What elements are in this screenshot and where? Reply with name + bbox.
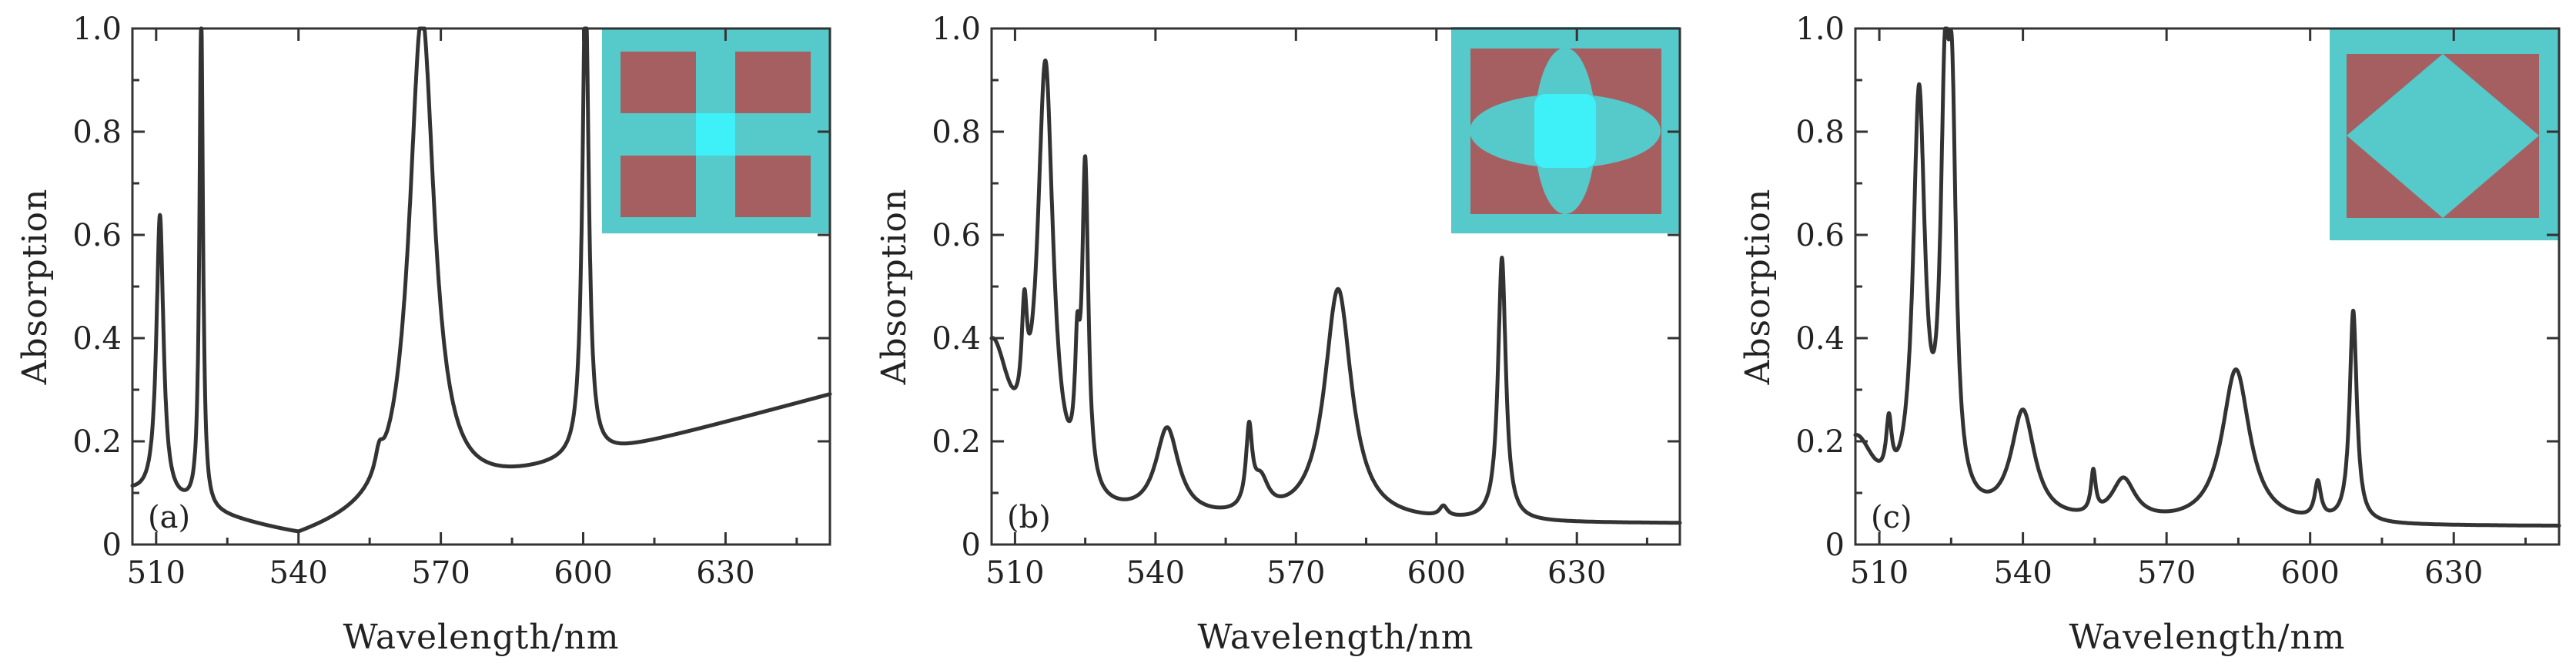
panel-a-y-tick-label: 0.8 — [72, 115, 122, 150]
inset-a-hotspot — [696, 113, 735, 156]
inset-a-metal-square — [735, 52, 811, 113]
panel-a-y-axis-title: Absorption — [15, 189, 55, 386]
panel-b-y-tick-label: 1.0 — [932, 12, 981, 47]
panel-a-x-tick-label: 510 — [127, 555, 186, 591]
panel-c-x-tick-label: 630 — [2424, 555, 2483, 591]
panel-b-x-axis-title: Wavelength/nm — [1197, 618, 1474, 657]
panel-c-label: (c) — [1871, 500, 1912, 535]
panel-c-y-tick-label: 0.8 — [1795, 115, 1845, 150]
panel-a-x-tick-label: 600 — [554, 555, 612, 591]
inset-a-metal-square — [735, 156, 811, 217]
panel-c: 510 540 570 600 630 0 0.2 0.4 0.6 0.8 1.0 Waveleng… — [1738, 12, 2561, 657]
panel-b-x-tick-label: 540 — [1126, 555, 1185, 591]
panel-a-x-tick-label: 570 — [411, 555, 470, 591]
panel-c-x-tick-label: 600 — [2281, 555, 2340, 591]
panel-c-inset — [2330, 28, 2559, 240]
panel-c-absorption-curve — [1853, 26, 2561, 528]
panel-c-y-tick-label: 0 — [1825, 528, 1845, 563]
panel-a-plot-frame — [131, 27, 831, 546]
panel-b-y-tick-label: 0 — [962, 528, 981, 563]
panel-c-x-axis-title: Wavelength/nm — [2069, 618, 2345, 657]
panel-b-plot-frame — [990, 27, 1681, 546]
inset-c-diamond — [2347, 54, 2539, 218]
panel-a-y-tick-label: 0.6 — [72, 218, 122, 253]
inset-a-metal-square — [621, 156, 696, 217]
panel-a-label: (a) — [148, 500, 190, 535]
panel-b-inset — [1451, 27, 1680, 233]
panel-b-absorption-curve — [989, 59, 1682, 525]
panel-c-y-axis-title: Absorption — [1738, 189, 1778, 386]
panel-b-x-tick-label: 630 — [1547, 555, 1606, 591]
panel-b-y-tick-label: 0.6 — [932, 218, 981, 253]
panel-a-y-tick-label: 0.4 — [72, 321, 122, 357]
panel-c-x-tick-label: 570 — [2137, 555, 2196, 591]
panel-c-plot-frame — [1854, 27, 2561, 546]
panel-a-inset — [602, 28, 830, 233]
panel-a-y-tick-label: 1.0 — [72, 12, 122, 47]
panel-c-y-tick-label: 0.4 — [1795, 321, 1845, 357]
panel-b-tick-labels: 510 540 570 600 630 0 0.2 0.4 0.6 0.8 1.0 — [932, 12, 1606, 591]
panel-a: 510 540 570 600 630 0 0.2 0.4 0.6 0.8 1.0 Waveleng… — [15, 12, 832, 657]
panel-b: 510 540 570 600 630 0 0.2 0.4 0.6 0.8 1.0 Waveleng… — [875, 12, 1682, 657]
panel-b-y-axis-title: Absorption — [875, 189, 914, 386]
panel-b-x-tick-label: 600 — [1407, 555, 1466, 591]
panel-a-y-tick-label: 0.2 — [72, 424, 122, 460]
panel-b-y-tick-label: 0.4 — [932, 321, 981, 357]
panel-b-x-tick-label: 510 — [985, 555, 1044, 591]
panel-b-y-tick-label: 0.8 — [932, 115, 981, 150]
panel-a-tick-labels: 510 540 570 600 630 0 0.2 0.4 0.6 0.8 1.0 — [72, 12, 754, 591]
panel-a-y-tick-label: 0 — [102, 528, 122, 563]
panel-b-y-tick-label: 0.2 — [932, 424, 981, 460]
panel-c-y-tick-label: 0.6 — [1795, 218, 1845, 253]
panel-b-label: (b) — [1007, 500, 1051, 535]
panel-a-x-tick-label: 540 — [269, 555, 328, 591]
panel-a-absorption-curve — [130, 26, 832, 534]
panel-c-x-tick-label: 540 — [1993, 555, 2052, 591]
panel-c-tick-labels: 510 540 570 600 630 0 0.2 0.4 0.6 0.8 1.0 — [1795, 12, 2483, 591]
panel-a-x-axis-title: Wavelength/nm — [343, 618, 619, 657]
panel-c-x-tick-label: 510 — [1850, 555, 1909, 591]
panel-a-x-tick-label: 630 — [696, 555, 754, 591]
panel-c-y-tick-label: 0.2 — [1795, 424, 1845, 460]
inset-b-hotspot — [1534, 94, 1596, 168]
panel-c-y-tick-label: 1.0 — [1795, 12, 1845, 47]
panel-b-x-tick-label: 570 — [1266, 555, 1325, 591]
inset-a-metal-square — [621, 52, 696, 113]
